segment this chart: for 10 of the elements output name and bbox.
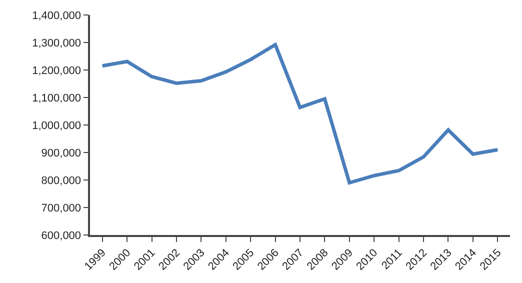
- y-tick-label: 1,200,000: [32, 64, 82, 77]
- y-tick-label: 1,300,000: [32, 37, 82, 50]
- y-tick-label: 700,000: [41, 202, 82, 214]
- y-tick-label: 1,400,000: [32, 10, 82, 22]
- y-tick-label: 1,000,000: [32, 120, 82, 132]
- y-tick-label: 800,000: [41, 174, 82, 187]
- y-tick-label: 1,100,000: [32, 92, 82, 104]
- y-tick-label: 900,000: [41, 147, 82, 160]
- y-tick-label: 600,000: [41, 230, 82, 242]
- line-series: [100, 42, 500, 184]
